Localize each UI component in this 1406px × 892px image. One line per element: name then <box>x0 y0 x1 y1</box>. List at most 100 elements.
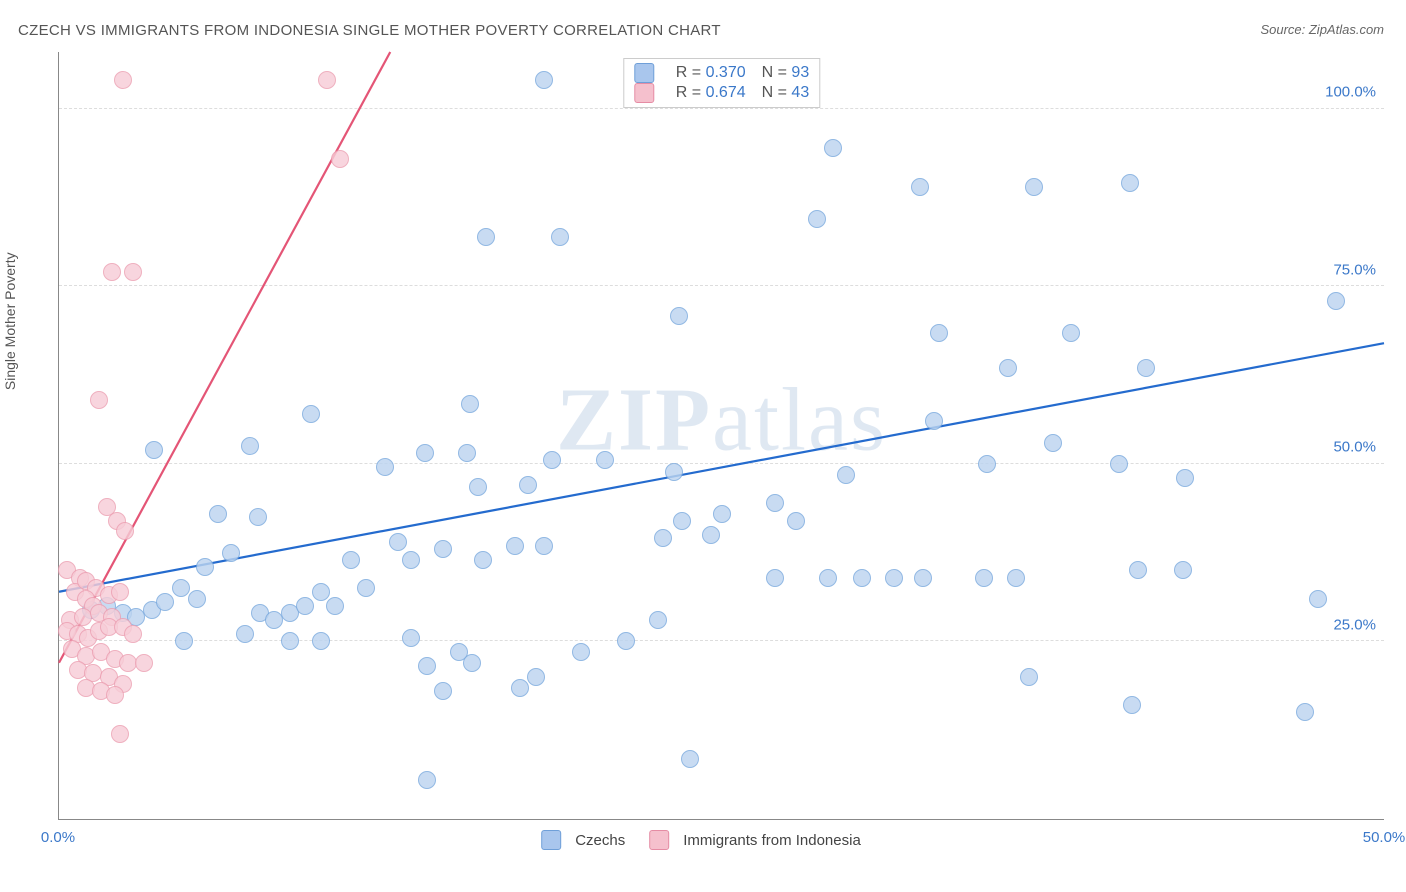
data-point <box>713 505 731 523</box>
data-point <box>506 537 524 555</box>
data-point <box>527 668 545 686</box>
data-point <box>418 657 436 675</box>
data-point <box>296 597 314 615</box>
data-point <box>670 307 688 325</box>
stats-legend-row: R = 0.370 N = 93 <box>634 63 809 83</box>
data-point <box>312 632 330 650</box>
data-point <box>172 579 190 597</box>
data-point <box>535 71 553 89</box>
data-point <box>111 583 129 601</box>
data-point <box>1025 178 1043 196</box>
r-stat: R = 0.370 <box>676 64 746 82</box>
data-point <box>326 597 344 615</box>
data-point <box>673 512 691 530</box>
data-point <box>474 551 492 569</box>
data-point <box>978 455 996 473</box>
data-point <box>1044 434 1062 452</box>
data-point <box>458 444 476 462</box>
data-point <box>111 725 129 743</box>
gridline-h <box>59 640 1384 641</box>
data-point <box>124 625 142 643</box>
data-point <box>1020 668 1038 686</box>
data-point <box>114 71 132 89</box>
data-point <box>196 558 214 576</box>
legend-swatch-icon <box>634 83 654 103</box>
data-point <box>463 654 481 672</box>
data-point <box>331 150 349 168</box>
page-title: CZECH VS IMMIGRANTS FROM INDONESIA SINGL… <box>18 22 721 39</box>
data-point <box>477 228 495 246</box>
data-point <box>376 458 394 476</box>
data-point <box>1309 590 1327 608</box>
data-point <box>402 551 420 569</box>
data-point <box>702 526 720 544</box>
legend-swatch-icon <box>634 63 654 83</box>
data-point <box>116 522 134 540</box>
data-point <box>1121 174 1139 192</box>
regression-line <box>59 52 390 663</box>
data-point <box>434 540 452 558</box>
data-point <box>543 451 561 469</box>
data-point <box>342 551 360 569</box>
series-legend: Czechs Immigrants from Indonesia <box>541 830 861 850</box>
data-point <box>209 505 227 523</box>
n-stat: N = 43 <box>762 84 810 102</box>
data-point <box>511 679 529 697</box>
data-point <box>824 139 842 157</box>
x-tick-label: 50.0% <box>1363 829 1406 846</box>
data-point <box>837 466 855 484</box>
data-point <box>389 533 407 551</box>
data-point <box>853 569 871 587</box>
data-point <box>1137 359 1155 377</box>
data-point <box>188 590 206 608</box>
data-point <box>914 569 932 587</box>
data-point <box>241 437 259 455</box>
data-point <box>1327 292 1345 310</box>
data-point <box>416 444 434 462</box>
regression-lines <box>59 52 1384 819</box>
legend-item: Immigrants from Indonesia <box>649 830 861 850</box>
y-tick-label: 25.0% <box>1333 617 1376 634</box>
data-point <box>681 750 699 768</box>
data-point <box>103 263 121 281</box>
data-point <box>535 537 553 555</box>
data-point <box>1296 703 1314 721</box>
data-point <box>665 463 683 481</box>
data-point <box>236 625 254 643</box>
data-point <box>281 632 299 650</box>
data-point <box>434 682 452 700</box>
data-point <box>402 629 420 647</box>
data-point <box>925 412 943 430</box>
data-point <box>135 654 153 672</box>
data-point <box>1176 469 1194 487</box>
data-point <box>1062 324 1080 342</box>
data-point <box>819 569 837 587</box>
data-point <box>302 405 320 423</box>
source-attribution: Source: ZipAtlas.com <box>1260 22 1384 37</box>
legend-swatch-icon <box>541 830 561 850</box>
data-point <box>156 593 174 611</box>
data-point <box>1174 561 1192 579</box>
legend-swatch-icon <box>649 830 669 850</box>
data-point <box>90 391 108 409</box>
data-point <box>649 611 667 629</box>
data-point <box>596 451 614 469</box>
data-point <box>357 579 375 597</box>
data-point <box>654 529 672 547</box>
correlation-chart: Single Mother Poverty ZIPatlas R = 0.370… <box>18 52 1384 850</box>
y-tick-label: 50.0% <box>1333 439 1376 456</box>
data-point <box>469 478 487 496</box>
data-point <box>930 324 948 342</box>
data-point <box>124 263 142 281</box>
data-point <box>551 228 569 246</box>
data-point <box>975 569 993 587</box>
data-point <box>312 583 330 601</box>
n-stat: N = 93 <box>762 64 810 82</box>
legend-label: Czechs <box>575 832 625 849</box>
y-axis-label: Single Mother Poverty <box>2 252 18 390</box>
data-point <box>145 441 163 459</box>
gridline-h <box>59 463 1384 464</box>
data-point <box>222 544 240 562</box>
data-point <box>1007 569 1025 587</box>
data-point <box>1123 696 1141 714</box>
